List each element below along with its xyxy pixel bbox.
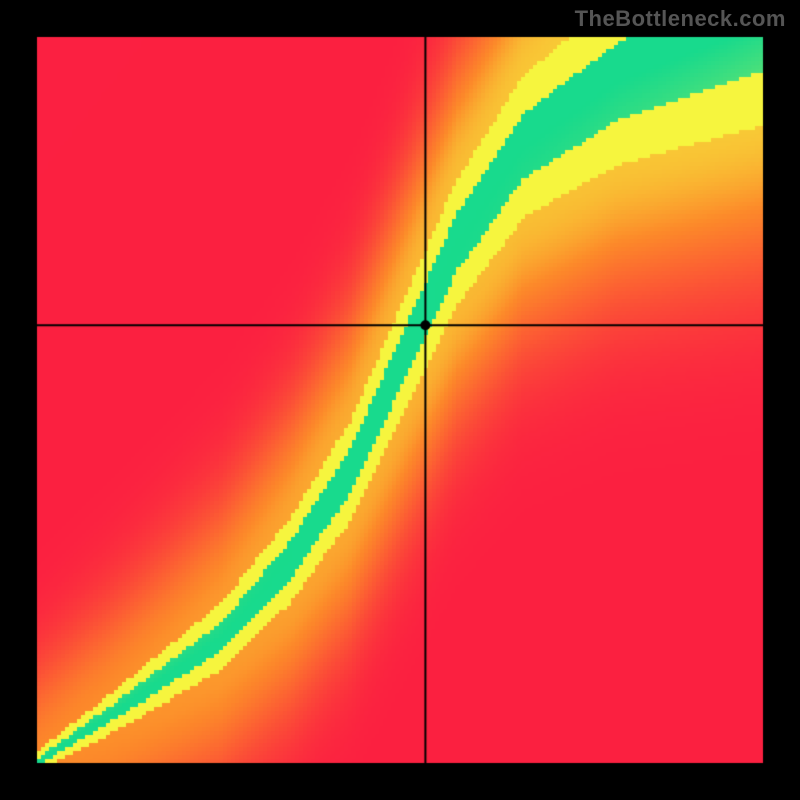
watermark-label: TheBottleneck.com: [575, 6, 786, 32]
bottleneck-heatmap: [0, 0, 800, 800]
